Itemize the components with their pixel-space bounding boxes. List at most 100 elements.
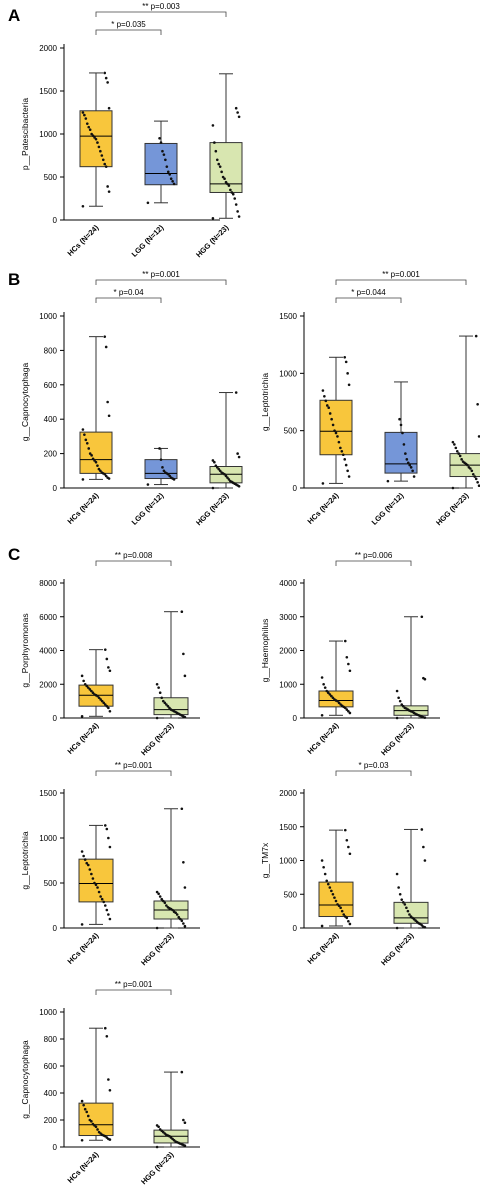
data-point bbox=[80, 923, 84, 926]
significance-bracket bbox=[335, 560, 412, 566]
data-point bbox=[409, 915, 413, 918]
data-point bbox=[86, 686, 90, 689]
data-point bbox=[420, 615, 424, 619]
data-point bbox=[105, 908, 109, 912]
data-point bbox=[455, 450, 459, 453]
data-point bbox=[146, 483, 150, 486]
data-point bbox=[80, 674, 84, 678]
chart-patescibacteria: 0 500 1000 1500 2000 p__Patescibacteria HCs (N… bbox=[20, 2, 243, 259]
data-point bbox=[215, 466, 219, 469]
data-point bbox=[334, 899, 338, 903]
data-point bbox=[397, 696, 400, 700]
data-point bbox=[236, 111, 239, 114]
data-point bbox=[103, 162, 107, 166]
data-point bbox=[217, 162, 221, 166]
data-point bbox=[91, 691, 95, 694]
data-point bbox=[326, 691, 330, 694]
panel-label-b: B bbox=[8, 270, 21, 289]
y-tick-label: 1000 bbox=[279, 857, 297, 866]
data-point bbox=[398, 892, 402, 896]
data-point bbox=[183, 1121, 187, 1124]
data-point bbox=[420, 828, 424, 831]
data-point bbox=[423, 859, 427, 862]
data-point bbox=[82, 679, 85, 683]
chart-haemophilus: 0 1000 2000 3000 4000 g__Haemophilus HCs (N=24… bbox=[260, 551, 440, 757]
significance-bracket bbox=[335, 770, 412, 776]
data-point bbox=[405, 458, 409, 461]
data-point bbox=[103, 71, 107, 75]
data-point bbox=[166, 906, 170, 909]
data-point bbox=[172, 182, 176, 186]
data-point bbox=[395, 716, 399, 720]
data-point bbox=[180, 610, 184, 613]
data-point bbox=[467, 466, 471, 469]
data-point bbox=[158, 895, 162, 898]
data-point bbox=[330, 889, 333, 893]
data-point bbox=[323, 686, 327, 689]
data-point bbox=[94, 137, 98, 141]
data-point bbox=[348, 922, 352, 926]
data-point bbox=[341, 453, 345, 457]
chart-leptotrichia-b: 0 500 1000 1500 g__Leptotrichia HCs (N=24) LGG… bbox=[260, 270, 480, 527]
data-point bbox=[395, 689, 399, 693]
data-point bbox=[90, 454, 93, 457]
significance-label: ** p=0.008 bbox=[115, 551, 153, 560]
data-point bbox=[321, 389, 325, 392]
chart-capnocytophaga-b: 0 200 400 600 800 1000 g__Capnocytophaga HCs (N… bbox=[20, 270, 243, 527]
data-point bbox=[88, 452, 92, 455]
data-point bbox=[386, 479, 390, 483]
data-point bbox=[162, 469, 166, 473]
box-hcs bbox=[318, 881, 354, 918]
data-point bbox=[233, 197, 237, 200]
significance-label: ** p=0.001 bbox=[115, 980, 153, 989]
data-point bbox=[221, 175, 225, 179]
data-point bbox=[320, 676, 324, 679]
data-point bbox=[322, 682, 325, 686]
y-tick-label: 800 bbox=[44, 1035, 58, 1044]
data-point bbox=[331, 696, 335, 700]
data-point bbox=[97, 1130, 101, 1134]
significance-label: ** p=0.003 bbox=[142, 2, 180, 11]
data-point bbox=[451, 440, 455, 444]
data-point bbox=[155, 890, 159, 894]
data-point bbox=[321, 482, 325, 485]
data-point bbox=[90, 132, 93, 136]
data-point bbox=[104, 345, 108, 349]
y-axis-label: g__TM7x bbox=[260, 842, 270, 878]
data-point bbox=[91, 134, 95, 138]
data-point bbox=[83, 1107, 87, 1111]
data-point bbox=[86, 863, 90, 867]
y-tick-label: 2000 bbox=[39, 680, 57, 689]
data-point bbox=[320, 924, 324, 928]
y-tick-label: 4000 bbox=[279, 579, 297, 588]
data-point bbox=[91, 877, 95, 880]
data-point bbox=[104, 76, 108, 80]
data-point bbox=[347, 919, 350, 923]
data-point bbox=[237, 215, 241, 218]
significance-bracket bbox=[95, 989, 172, 995]
y-axis-label: g__Capnocytophaga bbox=[20, 1040, 30, 1119]
significance-label: ** p=0.001 bbox=[142, 270, 180, 279]
data-point bbox=[96, 886, 99, 889]
data-point bbox=[342, 913, 346, 916]
data-point bbox=[83, 858, 87, 861]
data-point bbox=[182, 652, 185, 656]
y-tick-label: 4000 bbox=[39, 647, 57, 656]
data-point bbox=[155, 716, 159, 720]
data-point bbox=[331, 892, 335, 896]
data-point bbox=[476, 402, 479, 406]
data-point bbox=[180, 1070, 184, 1074]
data-point bbox=[104, 474, 108, 478]
box-lgg bbox=[384, 431, 418, 474]
y-tick-label: 6000 bbox=[39, 613, 57, 622]
data-point bbox=[234, 391, 238, 394]
y-tick-label: 0 bbox=[293, 714, 298, 723]
significance-bracket bbox=[95, 560, 172, 566]
x-tick-label: LGG (N=12) bbox=[370, 491, 406, 527]
data-point bbox=[474, 334, 478, 338]
y-tick-label: 1000 bbox=[39, 834, 57, 843]
data-point bbox=[223, 177, 226, 181]
data-point bbox=[97, 467, 101, 471]
box-hcs bbox=[79, 431, 113, 474]
data-point bbox=[345, 655, 349, 659]
